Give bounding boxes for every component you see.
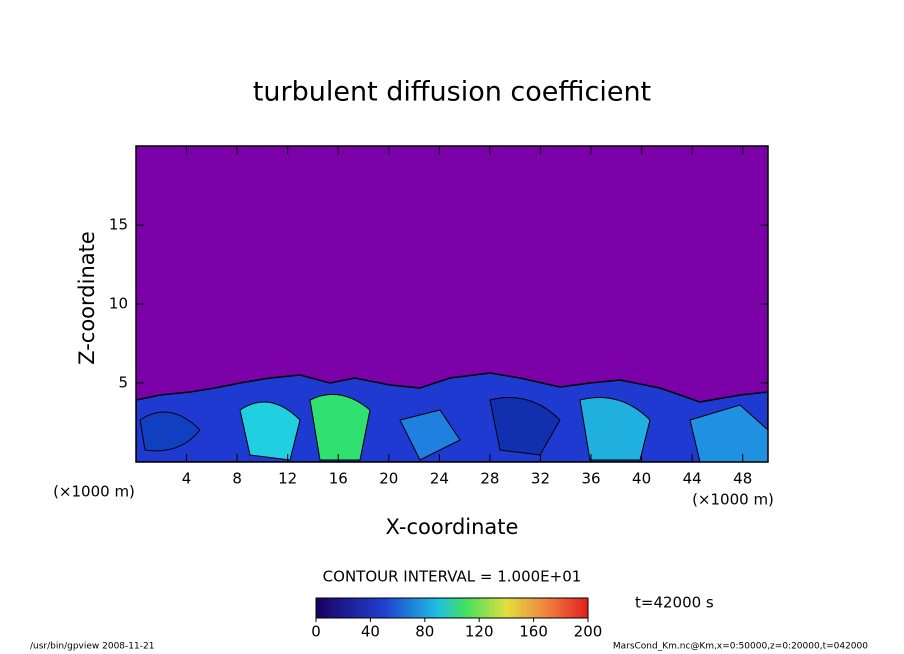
x-tick-label: 44 xyxy=(683,470,702,488)
y-tick-label: 15 xyxy=(109,216,128,234)
colorbar xyxy=(315,597,589,619)
y-tick-label: 5 xyxy=(118,374,128,392)
footer-right: MarsCond_Km.nc@Km,x=0:50000,z=0:20000,t=… xyxy=(613,642,868,652)
x-tick-label: 20 xyxy=(379,470,398,488)
x-tick-label: 24 xyxy=(430,470,449,488)
contour-interval: CONTOUR INTERVAL = 1.000E+01 xyxy=(323,568,582,586)
x-axis-label: X-coordinate xyxy=(386,515,519,539)
chart-title: turbulent diffusion coefficient xyxy=(253,77,651,108)
x-tick-label: 16 xyxy=(329,470,348,488)
x-tick-label: 4 xyxy=(182,470,192,488)
time-label: t=42000 s xyxy=(635,594,714,612)
x-tick-label: 36 xyxy=(581,470,600,488)
x-tick-label: 32 xyxy=(531,470,550,488)
y-axis-label: Z-coordinate xyxy=(75,231,99,365)
colorbar-tick-label: 0 xyxy=(311,623,321,641)
x-tick-label: 40 xyxy=(632,470,651,488)
x-tick-label: 8 xyxy=(232,470,242,488)
y-tick-label: 10 xyxy=(109,295,128,313)
colorbar-tick-label: 120 xyxy=(465,623,494,641)
colorbar-tick-label: 160 xyxy=(519,623,548,641)
x-unit-label: (×1000 m) xyxy=(53,483,135,501)
x-tick-label: 48 xyxy=(733,470,752,488)
x-tick-label: 12 xyxy=(278,470,297,488)
colorbar-tick-label: 40 xyxy=(361,623,380,641)
x-unit-label: (×1000 m) xyxy=(692,491,774,509)
colorbar-tick-label: 80 xyxy=(415,623,434,641)
x-tick-label: 28 xyxy=(480,470,499,488)
colorbar-tick-label: 200 xyxy=(574,623,603,641)
footer-left: /usr/bin/gpview 2008-11-21 xyxy=(30,642,154,652)
field xyxy=(136,372,768,462)
